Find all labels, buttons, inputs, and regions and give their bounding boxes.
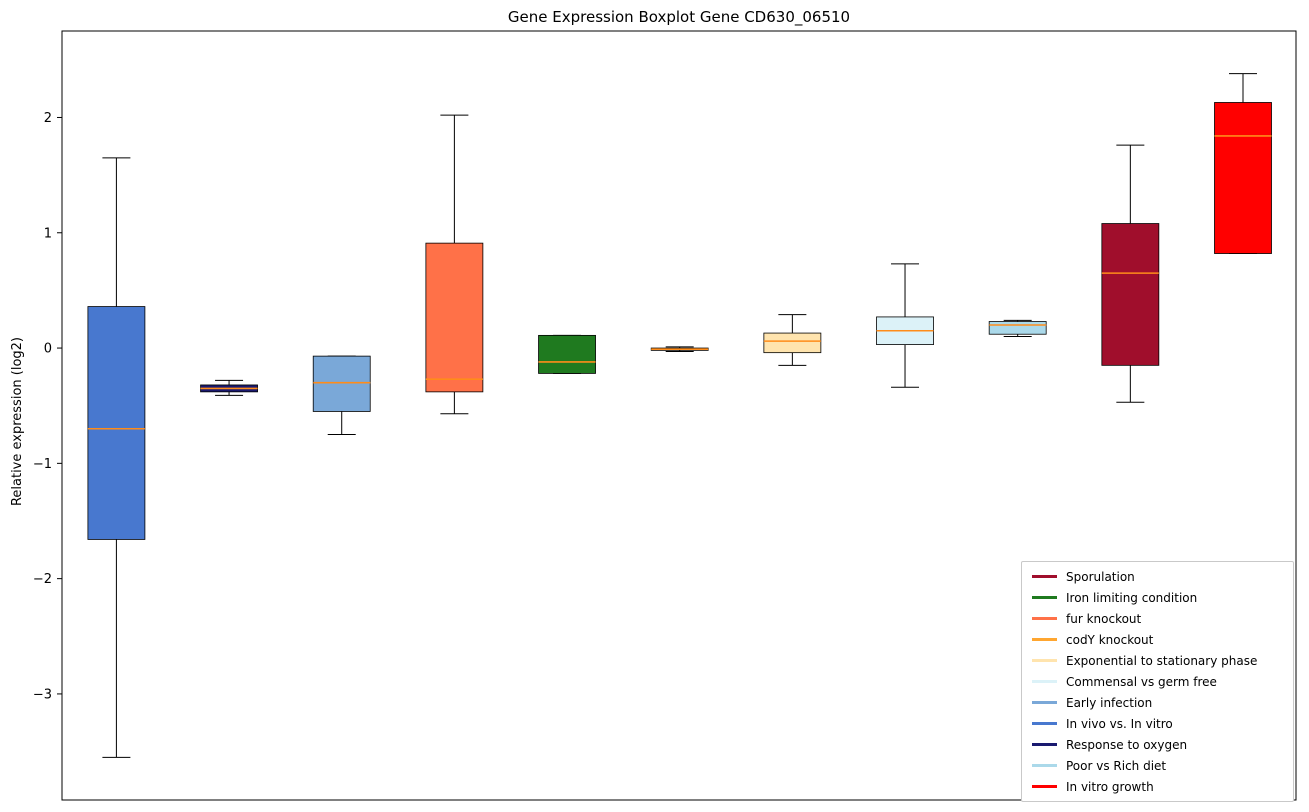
legend-label: fur knockout xyxy=(1066,611,1142,626)
legend-item: codY knockout xyxy=(1022,629,1293,650)
box-9 xyxy=(1101,223,1160,366)
box-4 xyxy=(538,334,596,374)
legend-label: Sporulation xyxy=(1066,569,1135,584)
legend-label: Poor vs Rich diet xyxy=(1066,758,1167,773)
legend-label: In vivo vs. In vitro xyxy=(1066,716,1173,731)
legend-item: Exponential to stationary phase xyxy=(1022,650,1293,671)
legend-swatch xyxy=(1032,680,1057,683)
legend-label: codY knockout xyxy=(1066,632,1154,647)
y-tick-label: −1 xyxy=(33,457,52,472)
legend-label: Early infection xyxy=(1066,695,1153,710)
legend-label: Iron limiting condition xyxy=(1066,590,1198,605)
y-tick-label: −3 xyxy=(33,687,52,702)
y-tick-label: 0 xyxy=(44,342,52,357)
legend-item: In vivo vs. In vitro xyxy=(1022,713,1293,734)
box-0 xyxy=(87,306,146,540)
box-2 xyxy=(312,355,371,412)
legend-item: In vitro growth xyxy=(1022,776,1293,797)
box-6 xyxy=(763,332,822,354)
y-tick-label: 2 xyxy=(44,111,52,126)
legend-swatch xyxy=(1032,575,1057,578)
legend-item: Early infection xyxy=(1022,692,1293,713)
legend-label: Commensal vs germ free xyxy=(1066,674,1217,689)
legend-item: Poor vs Rich diet xyxy=(1022,755,1293,776)
box-10 xyxy=(1214,102,1272,254)
legend-label: In vitro growth xyxy=(1066,779,1154,794)
legend-item: Response to oxygen xyxy=(1022,734,1293,755)
legend-swatch xyxy=(1032,722,1057,725)
legend-swatch xyxy=(1032,764,1057,767)
legend-label: Exponential to stationary phase xyxy=(1066,653,1258,668)
legend-item: Commensal vs germ free xyxy=(1022,671,1293,692)
y-tick-label: −2 xyxy=(33,572,52,587)
legend-swatch xyxy=(1032,638,1057,641)
legend-swatch xyxy=(1032,596,1057,599)
legend-swatch xyxy=(1032,701,1057,704)
legend-swatch xyxy=(1032,617,1057,620)
y-tick-label: 1 xyxy=(44,226,52,241)
chart-title: Gene Expression Boxplot Gene CD630_06510 xyxy=(507,8,851,26)
legend-swatch xyxy=(1032,785,1057,788)
legend-swatch xyxy=(1032,659,1057,662)
legend-item: Sporulation xyxy=(1022,566,1293,587)
legend-item: fur knockout xyxy=(1022,608,1293,629)
box-8 xyxy=(988,321,1047,335)
legend-label: Response to oxygen xyxy=(1066,737,1188,752)
legend-swatch xyxy=(1032,743,1057,746)
box-3 xyxy=(425,242,484,393)
legend-item: Iron limiting condition xyxy=(1022,587,1293,608)
legend: Sporulation Iron limiting condition fur kn… xyxy=(1021,561,1294,802)
